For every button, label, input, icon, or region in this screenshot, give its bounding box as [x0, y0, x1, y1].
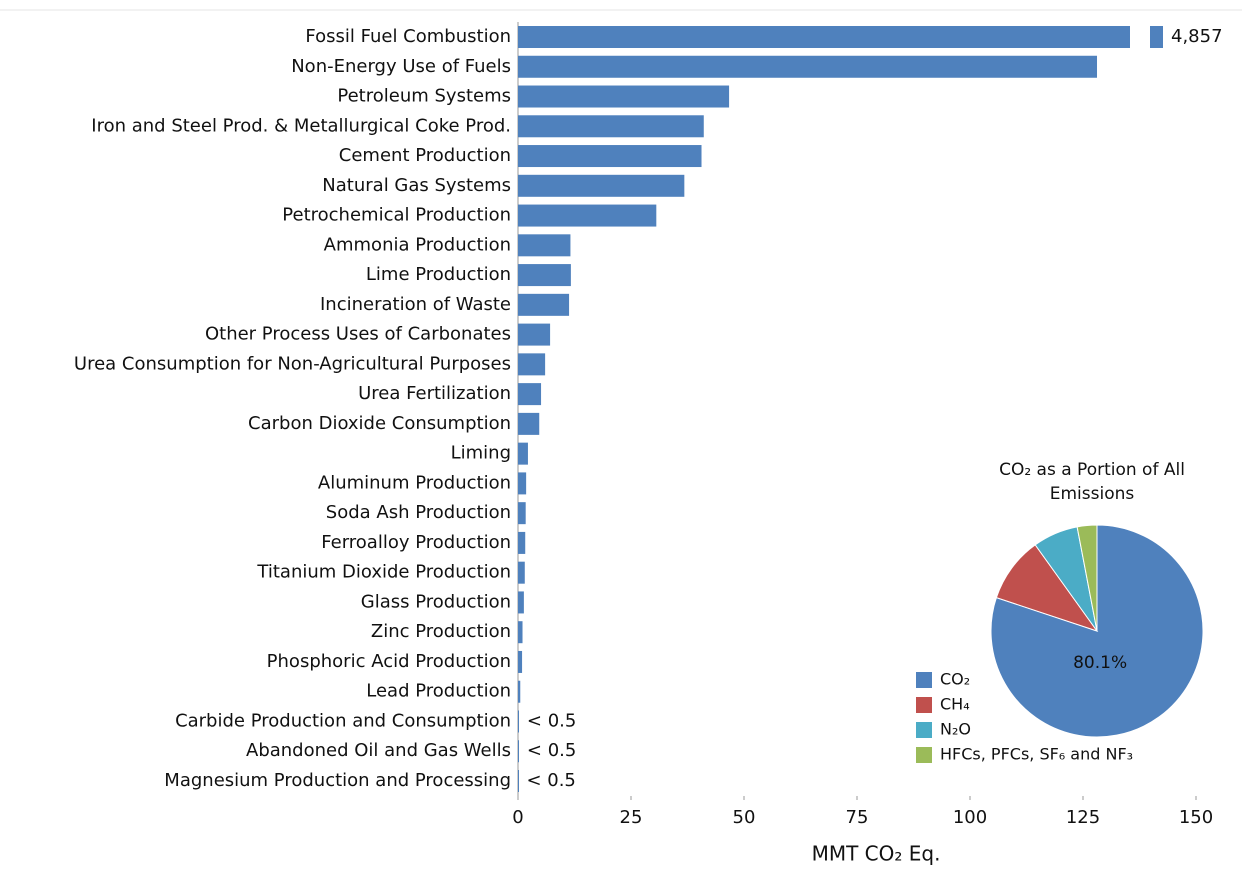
bar [518, 412, 540, 435]
value-label: 4,857 [1171, 26, 1223, 47]
legend-label: N₂O [940, 720, 971, 739]
category-label: Urea Fertilization [358, 383, 511, 404]
bar [518, 591, 524, 614]
category-label: Lead Production [366, 681, 511, 702]
x-tick-label: 75 [846, 807, 869, 828]
bar [518, 770, 519, 792]
bar [518, 383, 542, 406]
category-label: Petroleum Systems [337, 86, 511, 107]
bar [518, 710, 519, 733]
bar [518, 650, 523, 673]
category-label: Zinc Production [371, 621, 511, 642]
bar [518, 204, 657, 227]
bar [518, 472, 527, 495]
category-label: Glass Production [361, 591, 511, 612]
bar [518, 740, 519, 763]
bar [518, 174, 685, 197]
bar [518, 680, 521, 703]
legend-swatch [916, 672, 932, 688]
bar [518, 561, 525, 584]
pie-slice [990, 524, 1204, 738]
legend-swatch [916, 747, 932, 763]
x-axis-label: MMT CO₂ Eq. [812, 842, 941, 866]
category-label: Soda Ash Production [326, 502, 511, 523]
bar [518, 55, 1098, 78]
category-label: Aluminum Production [318, 472, 511, 493]
bar [518, 145, 702, 168]
category-label: Ammonia Production [324, 234, 511, 255]
category-label: Fossil Fuel Combustion [305, 26, 511, 47]
value-label: < 0.5 [527, 740, 576, 761]
bar [518, 26, 1130, 48]
category-label: Liming [451, 443, 511, 464]
legend-swatch [916, 697, 932, 713]
legend-label: CH₄ [940, 695, 970, 714]
x-tick-label: 0 [512, 807, 523, 828]
x-tick-label: 25 [620, 807, 643, 828]
x-tick-label: 150 [1179, 807, 1213, 828]
x-tick-label: 125 [1066, 807, 1100, 828]
category-label: Magnesium Production and Processing [164, 770, 511, 791]
category-label: Lime Production [366, 264, 511, 285]
pie-title: CO₂ as a Portion of All Emissions [999, 460, 1185, 504]
legend-swatch [916, 722, 932, 738]
bar-break-segment [1150, 26, 1163, 48]
bar [518, 234, 571, 257]
bar [518, 353, 546, 376]
category-label: Natural Gas Systems [322, 175, 511, 196]
bar [518, 502, 526, 525]
value-label: < 0.5 [526, 770, 575, 791]
pie-value-label: 80.1% [1073, 653, 1127, 673]
x-tick-label: 100 [953, 807, 987, 828]
bar [518, 323, 551, 346]
category-label: Incineration of Waste [320, 294, 511, 315]
bar [518, 531, 526, 554]
bar [518, 293, 570, 316]
value-label: < 0.5 [527, 710, 576, 731]
bar [518, 264, 571, 287]
legend-label: HFCs, PFCs, SF₆ and NF₃ [940, 745, 1133, 764]
category-label: Non-Energy Use of Fuels [291, 56, 511, 77]
category-label: Urea Consumption for Non-Agricultural Pu… [74, 353, 511, 374]
bar [518, 115, 704, 138]
bar [518, 442, 528, 465]
x-tick-label: 50 [733, 807, 756, 828]
bar [518, 621, 523, 644]
category-label: Ferroalloy Production [321, 532, 511, 553]
category-label: Other Process Uses of Carbonates [205, 324, 511, 345]
category-label: Titanium Dioxide Production [256, 562, 511, 583]
category-label: Carbon Dioxide Consumption [248, 413, 511, 434]
category-label: Phosphoric Acid Production [267, 651, 511, 672]
legend-label: CO₂ [940, 670, 970, 689]
category-label: Cement Production [339, 145, 511, 166]
pie-slice [1076, 524, 1098, 632]
category-label: Abandoned Oil and Gas Wells [246, 740, 511, 761]
category-label: Petrochemical Production [282, 205, 511, 226]
category-label: Carbide Production and Consumption [175, 710, 511, 731]
bar [518, 85, 730, 108]
category-label: Iron and Steel Prod. & Metallurgical Cok… [91, 115, 511, 136]
